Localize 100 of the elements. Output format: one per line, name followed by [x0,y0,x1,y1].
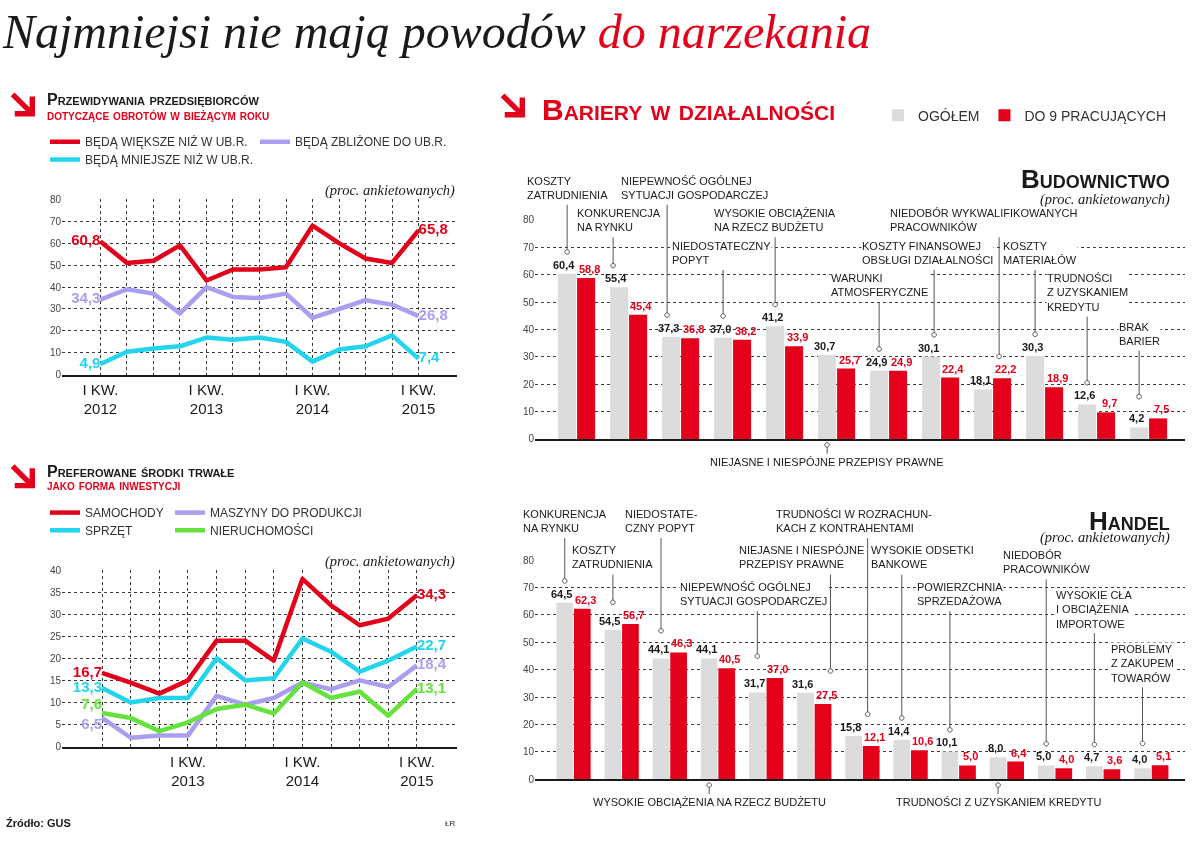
bar [1151,765,1169,780]
x-tick-label: I KW. 2012 [82,380,119,418]
x-tick-label: PROBLEMY Z ZAKUPEM TOWARÓW [1111,643,1174,684]
data-label: 22,2 [995,363,1017,375]
bar [700,658,718,780]
data-label: 7,5 [1154,403,1170,415]
chart-title: Przewidywania przedsiębiorców [47,91,260,108]
chart-title: Bariery w działalności [542,93,836,126]
x-tick-label: I KW. 2013 [188,380,225,418]
bar [893,739,911,780]
data-label: 5,0 [963,750,979,762]
y-tick-label: 30 [49,608,62,620]
data-label: 34,3 [71,289,101,307]
y-tick-label: 30 [522,351,535,363]
bar [837,368,856,439]
legend-label: SPRZĘT [85,524,134,539]
line-series [98,223,421,283]
y-tick-label: 30 [49,303,62,315]
x-tick-label: KONKURENCJA NA RYNKU [577,207,661,234]
y-tick-label: 80 [522,554,535,566]
data-label: 31,6 [792,678,814,690]
y-tick-label: 0 [55,741,62,753]
bar [910,750,928,780]
data-label: 30,3 [1022,341,1044,353]
text: Źródło: GUS [6,817,71,829]
data-label: 3,6 [1107,754,1123,766]
bar [604,629,622,780]
legend-label: BĘDĄ MNIEJSZE NIŻ W UB.R. [85,153,254,168]
x-tick-label: NIEJASNE I NIESPÓJNE PRZEPISY PRAWNE [739,544,865,571]
data-label: 40,5 [719,653,741,665]
x-tick-label: WYSOKIE ODSETKI BANKOWE [871,544,974,571]
text: do narzekania [597,5,871,58]
y-tick-label: 60 [522,609,535,621]
y-tick-label: 15 [49,674,62,686]
bar [941,751,959,780]
bar [889,370,908,439]
y-tick-label: 20 [49,325,62,337]
bar [989,757,1007,780]
data-label: 4,0 [1059,753,1075,765]
bar [1103,769,1121,780]
data-label: 4,9 [79,353,101,371]
x-tick-label: WYSOKIE CŁA I OBCIĄŻENIA IMPORTOWE [1056,589,1133,630]
x-tick-label: I KW. 2014 [294,380,331,418]
data-label: 36,2 [735,325,757,337]
y-tick-label: 10 [522,746,535,758]
bar [670,652,687,780]
data-label: 44,1 [648,643,670,655]
x-tick-label: WYSOKIE OBCIĄŻENIA NA RZECZ BUDŻETU [593,796,826,808]
bar [993,378,1012,439]
line-series [98,333,421,367]
data-label: 62,3 [575,594,597,606]
bar [1045,387,1064,439]
y-tick-label: 50 [49,259,62,271]
x-tick-label: I KW. 2013 [170,752,206,790]
chart-subtitle: jako forma inwestycji [47,477,181,493]
x-tick-label: NIEDOSTATE- CZNY POPYT [625,508,698,535]
data-label: 60,8 [71,231,101,249]
x-tick-label: KOSZTY ZATRUDNIENIA [527,175,609,202]
text: (proc. ankietowanych) [1040,191,1171,208]
bar [766,677,784,780]
y-tick-label: 70 [522,241,535,253]
x-tick-label: I KW. 2015 [400,380,437,418]
bar [974,389,993,439]
bar [1055,768,1073,780]
data-label: 5,1 [1156,750,1172,762]
x-tick-label: NIEJASNE I NIESPÓJNE PRZEPISY PRAWNE [710,456,944,468]
bar [1130,427,1149,439]
bar [1078,404,1097,439]
legend-label: BĘDĄ ZBLIŻONE DO UB.R. [295,135,447,150]
data-label: 10,1 [936,736,958,748]
legend-label: SAMOCHODY [85,506,164,521]
bar [610,287,629,439]
y-tick-label: 40 [49,564,62,576]
x-tick-label: NIEPEWNOŚĆ OGÓLNEJ SYTUACJI GOSPODARCZEJ [680,581,828,608]
y-tick-label: 10 [522,406,535,418]
bar [573,608,591,780]
bar [959,765,976,780]
y-tick-label: 25 [49,630,62,642]
data-label: 37,0 [767,663,789,675]
bar [622,623,639,780]
data-label: 55,4 [605,272,628,284]
data-label: 7,4 [418,348,441,366]
data-label: 30,7 [814,340,836,352]
bar [556,602,574,780]
x-tick-label: NIEPEWNOŚĆ OGÓLNEJ SYTUACJI GOSPODARCZEJ [621,175,769,202]
data-label: 4,7 [1084,751,1100,763]
x-tick-label: KONKURENCJA NA RYNKU [523,508,607,535]
bar [652,658,670,780]
text: ŁR [445,819,456,828]
data-label: 56,7 [623,609,645,621]
y-tick-label: 0 [55,369,62,381]
x-tick-label: TRUDNOŚCI Z UZYSKANIEM KREDYTU [1047,272,1129,313]
y-tick-label: 0 [528,433,535,445]
bar [1086,766,1103,780]
y-tick-label: 40 [522,323,535,335]
line-series [98,284,421,321]
legend-label: NIERUCHOMOŚCI [210,523,314,539]
data-label: 64,5 [551,588,573,600]
data-label: 13,1 [416,678,447,696]
y-tick-label: 70 [49,215,62,227]
